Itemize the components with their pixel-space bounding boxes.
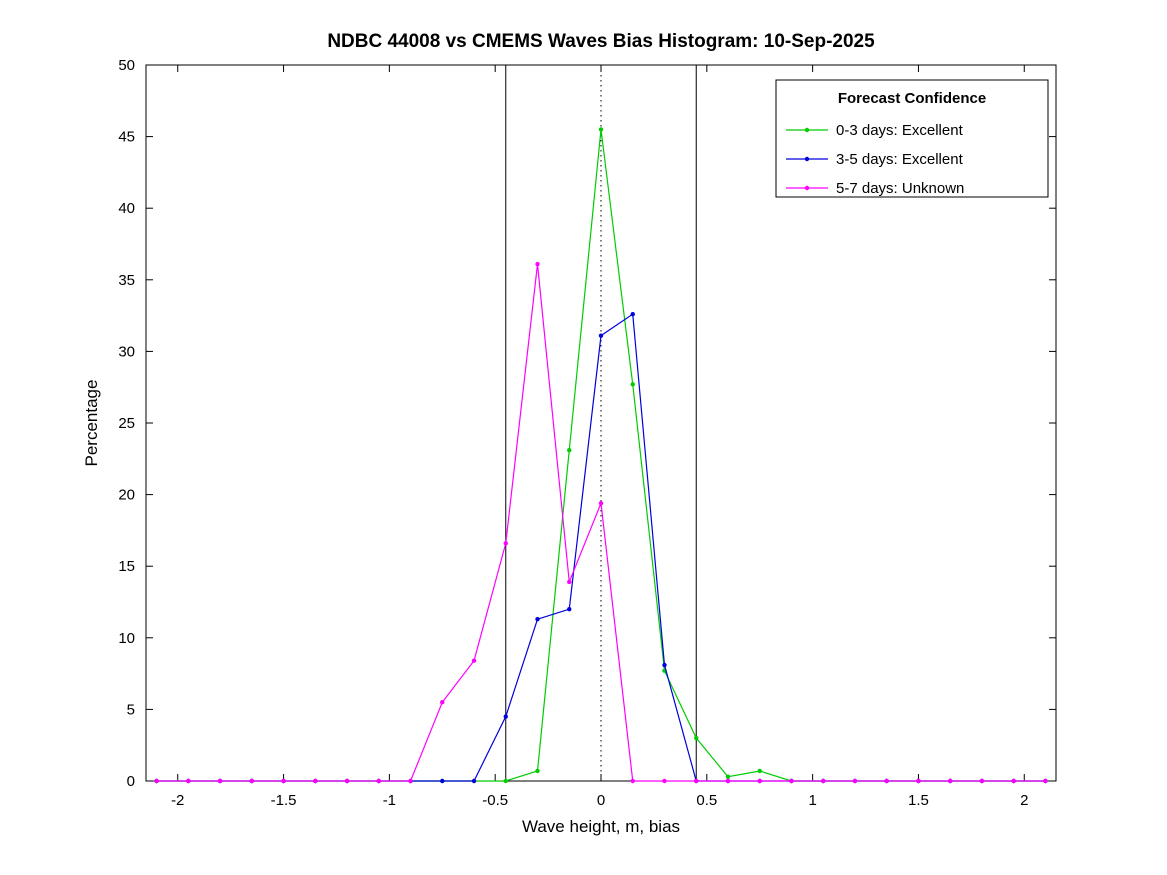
series-marker [503,541,508,546]
series-marker [598,333,604,338]
series-marker [662,778,667,784]
series-marker [598,500,604,506]
legend: Forecast Confidence 0-3 days: Excellent 3-… [775,79,1049,198]
x-tick-label: -0.5 [482,792,508,809]
x-axis-label: Wave height, m, bias [522,817,680,836]
series-marker [376,778,381,784]
series-marker [979,778,985,784]
series-marker [598,127,604,132]
series-marker [725,778,731,784]
y-tick-label: 10 [118,630,135,647]
legend-marker [804,185,810,191]
legend-entry-label: 3-5 days: Excellent [836,151,964,168]
series-marker [852,778,858,784]
y-tick-label: 0 [127,773,135,790]
series-marker [535,261,540,267]
series-marker [884,778,889,784]
x-tick-label: -1 [383,792,396,809]
x-tick-label: 0 [597,792,605,809]
series-marker [789,778,794,784]
x-tick-label: 1.5 [908,792,929,809]
series-marker [471,778,477,784]
series-2 [154,261,1048,784]
series-marker [186,778,191,784]
x-tick-label: 0.5 [696,792,717,809]
series-marker [281,778,286,784]
series-marker [471,658,477,663]
series-marker [567,448,572,453]
y-tick-label: 40 [118,200,135,217]
y-axis-label: Percentage [82,380,101,467]
series-marker [567,606,572,612]
series-marker [217,778,223,784]
series-marker [694,778,699,784]
y-tick-label: 35 [118,272,135,289]
y-tick-label: 45 [118,129,135,146]
series-marker [503,714,508,719]
series-marker [344,778,350,784]
y-tick-label: 20 [118,487,135,504]
series-marker [440,778,445,784]
series-marker [630,311,635,317]
y-tick-label: 30 [118,343,135,360]
y-tick-label: 15 [118,558,135,575]
legend-box [775,79,1049,198]
legend-entry-label: 0-3 days: Excellent [836,122,964,139]
y-tick-label: 5 [127,701,135,718]
x-tick-label: 2 [1020,792,1028,809]
series-marker [725,774,731,779]
series-marker [1011,778,1016,784]
series-marker [916,778,921,784]
series-marker [947,778,953,784]
y-tick-label: 50 [118,57,135,74]
series-marker [567,579,572,585]
chart-title: NDBC 44008 vs CMEMS Waves Bias Histogram… [327,31,875,52]
series-marker [630,778,635,784]
series-line [156,263,1046,782]
legend-title: Forecast Confidence [838,90,986,107]
series-marker [1043,778,1048,784]
x-tick-label: -1.5 [271,792,297,809]
series-marker [757,778,762,784]
series-marker [440,700,445,705]
legend-marker [804,127,810,133]
series-marker [154,778,159,784]
x-tick-label: -2 [171,792,184,809]
series-1 [154,311,1048,784]
series-marker [249,778,255,784]
series-marker [630,382,635,387]
legend-entry-label: 5-7 days: Unknown [836,180,964,197]
series-marker [408,778,413,784]
series-marker [821,778,826,784]
series-marker [313,778,318,784]
series-marker [535,768,540,774]
plot-area: -2 -1.5 -1 -0.5 0 0.5 1 1.5 20510152025303540455… [118,57,1057,809]
series-marker [757,768,762,774]
y-tick-label: 25 [118,415,135,432]
series-marker [503,778,508,784]
legend-marker [804,156,810,162]
series-marker [662,662,667,668]
series-marker [694,735,699,741]
x-tick-label: 1 [808,792,816,809]
series-marker [535,616,540,622]
